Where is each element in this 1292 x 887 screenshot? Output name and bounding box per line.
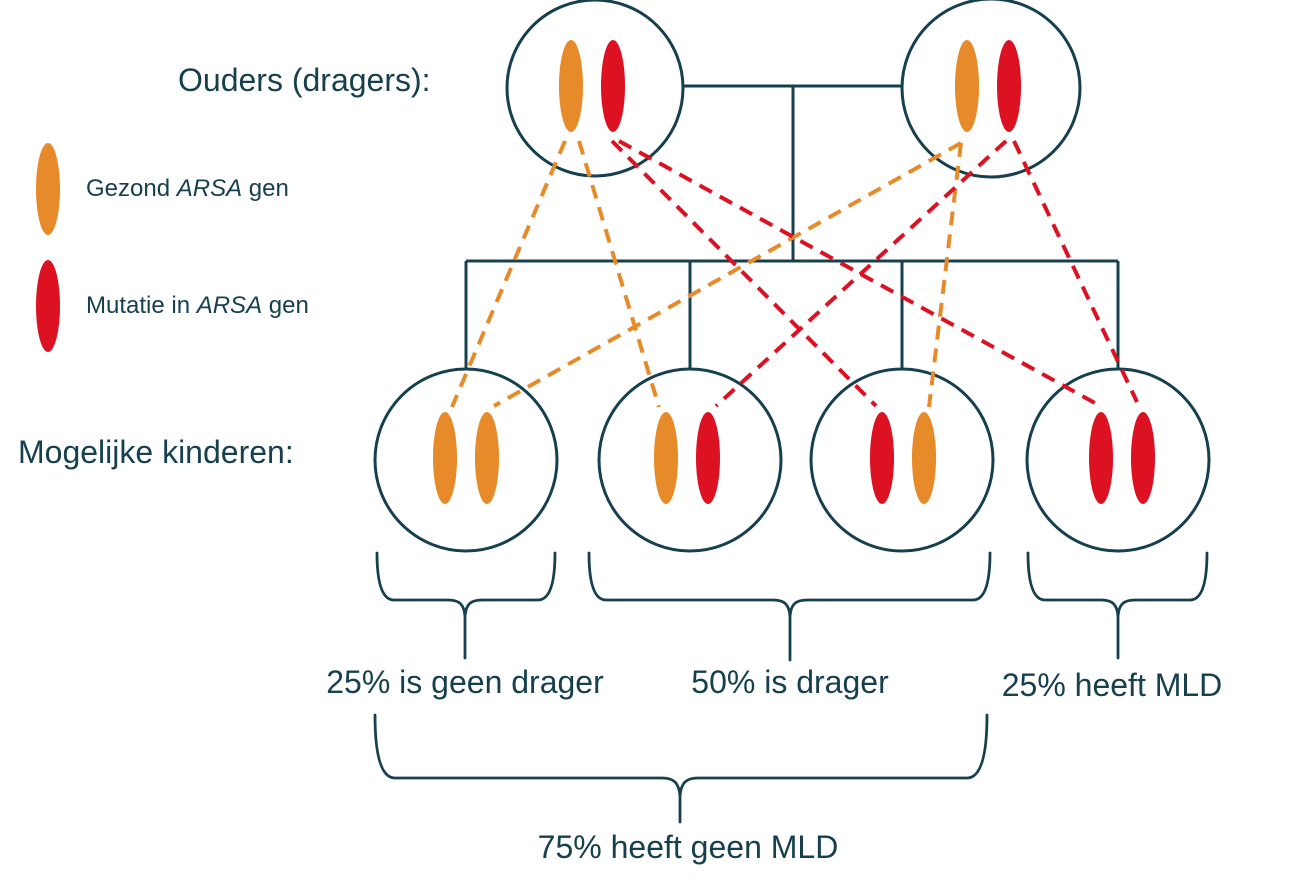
legend-healthy-post: gen [242,175,289,202]
legend-mutated-gene-swatch [36,260,60,352]
orange-inheritance-line-p1-c2 [577,140,661,408]
orange-inheritance-line-p2-c3 [927,142,963,408]
orange-gene [559,40,583,132]
legend-item-healthy: Gezond ARSA gen [86,174,289,204]
child-3-genes [870,412,936,504]
red-gene [696,412,720,504]
legend-mutation-pre: Mutatie in [86,292,197,319]
orange-gene [475,412,499,504]
orange-inheritance-line-p1-c1 [450,140,567,408]
orange-gene [955,40,979,132]
inheritance-lines [450,139,1139,408]
brace-mld [1026,551,1209,660]
label-no-carrier: 25% is geen drager [326,664,604,700]
orange-gene [654,412,678,504]
legend-healthy-gene-name: ARSA [176,175,243,202]
red-inheritance-line-p1-c3 [610,139,878,408]
red-inheritance-line-p2-c4 [1012,140,1139,403]
parents-title: Ouders (dragers): [178,62,431,98]
brace-carrier [587,551,992,662]
child-3-circle [809,367,995,553]
red-gene [997,40,1021,132]
orange-gene [433,412,457,504]
brace-no-carrier [375,551,557,660]
parent-1-circle [505,0,685,178]
child-1-circle [373,367,559,553]
legend-item-mutation: Mutatie in ARSA gen [86,291,309,321]
legend-healthy-pre: Gezond [86,175,177,202]
red-gene [1089,412,1113,504]
orange-inheritance-line-p2-c1 [493,141,962,408]
children-title: Mogelijke kinderen: [18,434,294,470]
orange-gene [912,412,936,504]
child-4-genes [1089,412,1155,504]
legend-mutation-gene-name: ARSA [196,292,263,319]
braces [373,551,1209,824]
red-gene [601,40,625,132]
red-gene [1131,412,1155,504]
label-mld: 25% heeft MLD [1001,667,1223,703]
brace-no-mld [373,713,989,824]
parent-1-genes [559,40,625,132]
parent-2-circle [900,0,1082,179]
red-gene [870,412,894,504]
child-2-genes [654,412,720,504]
legend-healthy-gene-swatch [36,143,60,235]
child-4-circle [1025,367,1211,553]
person-circles [373,0,1211,553]
label-carrier: 50% is drager [691,664,889,700]
child-1-genes [433,412,499,504]
legend-mutation-post: gen [262,292,309,319]
child-2-circle [597,367,783,553]
red-inheritance-line-p2-c2 [714,139,1008,408]
parent-2-genes [955,40,1021,132]
label-no-mld: 75% heeft geen MLD [537,829,839,865]
